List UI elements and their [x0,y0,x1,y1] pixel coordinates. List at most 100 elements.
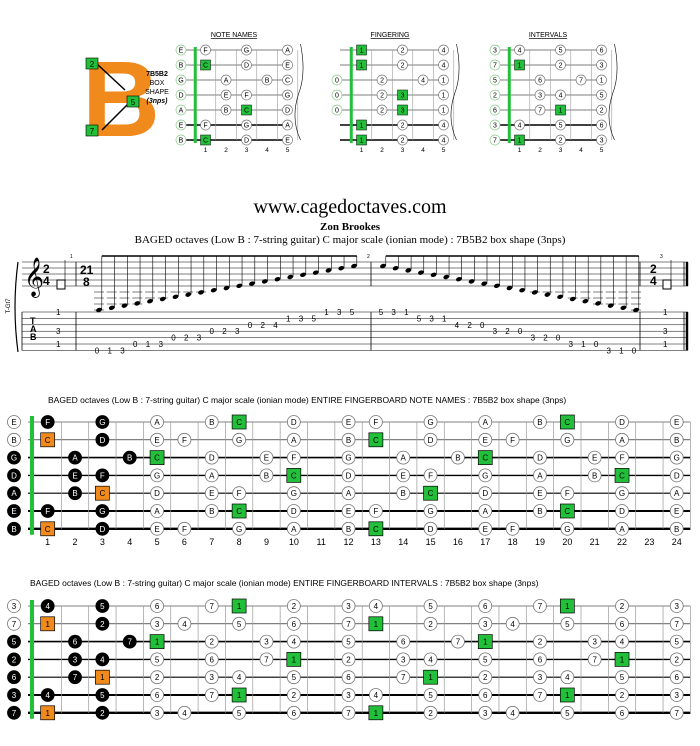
note-label: 7 [538,602,543,611]
note-label: 7 [210,602,215,611]
root-marker [231,414,247,430]
note-label: E [179,48,184,55]
note-marker [341,599,356,613]
note-head [249,281,255,286]
note-marker [282,134,293,146]
note-marker [438,74,449,86]
note-label: 6 [600,48,604,55]
note-marker [478,652,493,667]
tab-number: 0 [171,334,176,343]
note-marker [669,688,684,702]
note-marker [423,652,438,667]
note-marker [555,119,566,131]
note-label: C [154,454,160,463]
note-label: D [428,525,434,534]
root-marker [477,634,493,649]
note-head [312,270,319,275]
note-marker [259,652,274,667]
open-string-label: 7 [12,709,17,718]
note-marker [68,486,82,501]
note-marker [669,415,684,429]
note-marker [150,486,164,501]
note-head [595,301,601,306]
note-label: 7 [579,78,583,85]
note-marker [259,450,274,465]
root-marker [286,468,302,483]
note-marker [615,450,629,465]
fret-number: 8 [237,537,242,547]
note-marker [286,521,301,536]
open-string-label: G [11,454,17,463]
note-marker [282,119,293,131]
note-label: 3 [483,709,488,718]
note-label: D [244,138,249,145]
note-head [569,296,576,302]
note-marker [533,415,547,429]
note-label: 4 [374,691,379,700]
note-label: 2 [559,138,563,145]
note-label: G [99,418,105,427]
note-label: 2 [428,620,433,629]
note-label: 3 [592,638,597,647]
tab-number: 3 [531,334,536,343]
note-marker [615,705,629,720]
note-marker [95,705,110,720]
note-label: 1 [360,48,364,55]
fret-break [294,43,304,141]
note-marker [478,521,493,536]
note-marker [533,504,547,518]
note-label: 3 [210,673,215,682]
note-label: 1 [374,620,379,629]
note-marker [397,134,408,146]
note-marker [204,670,219,685]
fret-number: 11 [317,537,326,547]
shape-caption-line: BOX [149,80,165,87]
note-marker [286,486,301,501]
note-marker [95,652,110,667]
note-label: G [291,489,297,498]
note-marker [341,616,356,631]
note-label: 3 [401,655,406,664]
open-string-label: D [11,471,17,480]
note-label: 7 [674,620,679,629]
note-marker [376,89,388,101]
note-marker [204,688,219,702]
open-string-label: 7 [12,620,17,629]
note-label: G [674,454,680,463]
note-label: 5 [493,78,497,85]
note-label: E [483,436,488,445]
note-marker [587,652,602,667]
note-marker [177,432,192,447]
note-label: 1 [100,673,105,682]
open-string-marker [7,486,21,501]
note-label: 2 [483,673,488,682]
note-marker [596,59,607,71]
note-label: 3 [73,655,78,664]
note-label: 5 [155,655,160,664]
note-marker [40,599,55,613]
note-head [582,298,589,304]
open-string-marker [7,705,21,720]
tab-number: 0 [518,327,523,336]
tab-number: 0 [594,340,599,349]
note-label: 4 [518,48,522,55]
note-marker [505,432,520,447]
site-url[interactable]: www.cagedoctaves.com [253,196,447,218]
note-marker [478,688,493,702]
note-marker [204,652,219,667]
note-label: 6 [600,123,604,130]
note-marker [175,59,187,71]
note-marker [150,705,164,720]
note-marker [587,450,602,465]
note-label: 1 [565,691,570,700]
note-marker [95,599,110,613]
note-label: B [674,525,679,534]
note-label: 4 [182,620,187,629]
note-marker [204,504,219,518]
time-signature: 21 [80,263,94,277]
note-marker [259,468,274,483]
note-marker [368,599,383,613]
mini-panel-title: NOTE NAMES [211,32,258,39]
note-marker [587,634,602,649]
note-marker [669,432,684,447]
